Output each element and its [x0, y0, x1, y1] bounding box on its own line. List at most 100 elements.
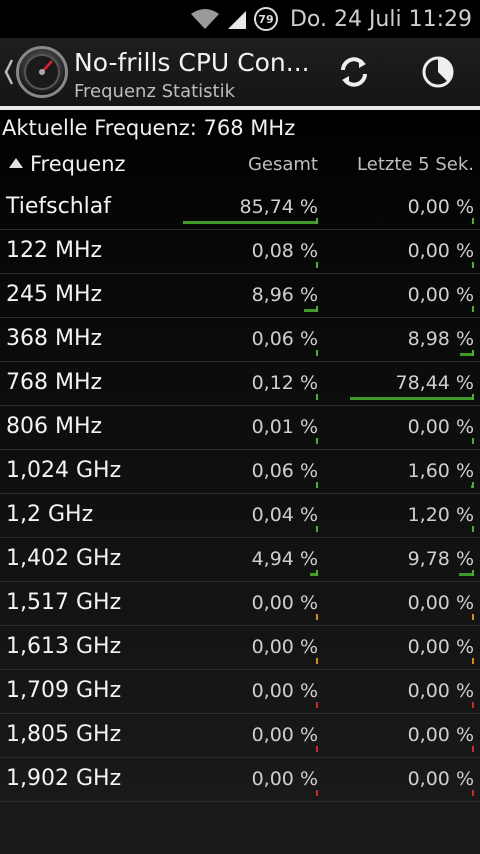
row-frequency-label: 1,402 GHz: [6, 546, 122, 571]
row-last5-tick: [472, 658, 474, 664]
row-frequency-label: 1,709 GHz: [6, 678, 122, 703]
row-frequency-label: 1,805 GHz: [6, 722, 122, 747]
row-last5-tick: [472, 438, 474, 444]
table-row: 1,024 GHz 0,06 % 1,60 %: [0, 450, 480, 494]
table-row: 245 MHz 8,96 % 0,00 %: [0, 274, 480, 318]
row-last5-value: 0,00 %: [407, 416, 474, 438]
row-last5-value: 0,00 %: [407, 636, 474, 658]
row-total-tick: [316, 614, 318, 620]
row-total-tick: [316, 262, 318, 268]
row-frequency-label: 806 MHz: [6, 414, 103, 439]
table-row: 1,2 GHz 0,04 % 1,20 %: [0, 494, 480, 538]
speedometer-icon: [24, 54, 60, 90]
row-last5-tick: [472, 350, 474, 356]
row-last5-tick: [472, 702, 474, 708]
header-divider: [0, 106, 480, 110]
row-total-value: 0,00 %: [251, 768, 318, 790]
row-total-value: 8,96 %: [251, 284, 318, 306]
status-icons: 79 Do. 24 Juli 11:29: [190, 4, 472, 34]
row-last5-value: 0,00 %: [407, 768, 474, 790]
row-last5-tick: [472, 570, 474, 576]
row-total-tick: [316, 526, 318, 532]
row-last5-value: 0,00 %: [407, 284, 474, 306]
row-last5-tick: [472, 790, 474, 796]
refresh-button[interactable]: [332, 50, 376, 94]
row-frequency-label: 1,517 GHz: [6, 590, 122, 615]
row-frequency-label: Tiefschlaf: [6, 194, 111, 219]
row-last5-value: 9,78 %: [407, 548, 474, 570]
row-frequency-label: 1,613 GHz: [6, 634, 122, 659]
row-total-tick: [316, 658, 318, 664]
row-last5-tick: [472, 746, 474, 752]
row-total-value: 0,00 %: [251, 592, 318, 614]
signal-icon: [227, 11, 246, 29]
refresh-icon: [341, 57, 367, 87]
row-total-bar: [310, 573, 318, 576]
row-total-tick: [316, 350, 318, 356]
row-frequency-label: 1,2 GHz: [6, 502, 94, 527]
row-last5-value: 0,00 %: [407, 724, 474, 746]
column-header-frequency[interactable]: Frequenz: [30, 152, 126, 176]
table-row: 122 MHz 0,08 % 0,00 %: [0, 230, 480, 274]
row-last5-value: 0,00 %: [407, 680, 474, 702]
row-total-tick: [316, 306, 318, 312]
row-last5-value: 1,20 %: [407, 504, 474, 526]
app-title: No-frills CPU Con...: [74, 48, 310, 77]
table-row: 806 MHz 0,01 % 0,00 %: [0, 406, 480, 450]
row-frequency-label: 122 MHz: [6, 238, 103, 263]
row-total-value: 0,06 %: [251, 328, 318, 350]
row-total-value: 0,00 %: [251, 724, 318, 746]
row-total-value: 0,12 %: [251, 372, 318, 394]
row-total-value: 85,74 %: [239, 196, 319, 218]
wifi-icon: [190, 9, 219, 29]
row-total-tick: [316, 570, 318, 576]
row-last5-tick: [472, 262, 474, 268]
row-total-tick: [316, 790, 318, 796]
row-last5-value: 0,00 %: [407, 592, 474, 614]
row-total-bar: [304, 309, 318, 312]
app-logo[interactable]: [16, 46, 68, 98]
row-last5-value: 1,60 %: [407, 460, 474, 482]
row-last5-tick: [472, 394, 474, 400]
row-total-bar: [183, 221, 318, 224]
battery-indicator: 79: [253, 7, 278, 31]
row-total-value: 0,04 %: [251, 504, 318, 526]
table-header: Frequenz Gesamt Letzte 5 Sek.: [0, 148, 480, 184]
table-row: 1,902 GHz 0,00 % 0,00 %: [0, 758, 480, 802]
sort-arrow-icon[interactable]: [9, 158, 23, 168]
row-last5-bar: [460, 353, 474, 356]
row-last5-tick: [472, 526, 474, 532]
row-total-tick: [316, 218, 318, 224]
row-total-tick: [316, 438, 318, 444]
status-clock: Do. 24 Juli 11:29: [289, 6, 472, 32]
row-frequency-label: 768 MHz: [6, 370, 103, 395]
table-row: 368 MHz 0,06 % 8,98 %: [0, 318, 480, 362]
row-frequency-label: 1,024 GHz: [6, 458, 122, 483]
column-header-total[interactable]: Gesamt: [247, 154, 318, 175]
row-total-value: 0,00 %: [251, 680, 318, 702]
row-last5-tick: [472, 306, 474, 312]
row-last5-value: 8,98 %: [407, 328, 474, 350]
table-row: 1,805 GHz 0,00 % 0,00 %: [0, 714, 480, 758]
row-total-tick: [316, 746, 318, 752]
timer-button[interactable]: [416, 50, 460, 94]
row-total-value: 0,00 %: [251, 636, 318, 658]
row-last5-bar: [350, 397, 474, 400]
column-header-last5[interactable]: Letzte 5 Sek.: [357, 154, 474, 175]
row-last5-value: 78,44 %: [395, 372, 475, 394]
status-bar: 79 Do. 24 Juli 11:29: [0, 0, 480, 38]
stats-content: Aktuelle Frequenz: 768 MHz Frequenz Gesa…: [0, 110, 480, 854]
row-total-value: 0,01 %: [251, 416, 318, 438]
row-last5-value: 0,00 %: [407, 240, 474, 262]
table-row: Tiefschlaf 85,74 % 0,00 %: [0, 186, 480, 230]
row-total-tick: [316, 482, 318, 488]
row-last5-value: 0,00 %: [407, 196, 474, 218]
row-total-tick: [316, 702, 318, 708]
row-last5-bar: [459, 573, 474, 576]
row-frequency-label: 245 MHz: [6, 282, 103, 307]
row-last5-tick: [472, 482, 474, 488]
row-total-value: 0,06 %: [251, 460, 318, 482]
chevron-left-icon[interactable]: [4, 58, 14, 86]
table-row: 768 MHz 0,12 % 78,44 %: [0, 362, 480, 406]
current-frequency: Aktuelle Frequenz: 768 MHz: [2, 116, 296, 140]
